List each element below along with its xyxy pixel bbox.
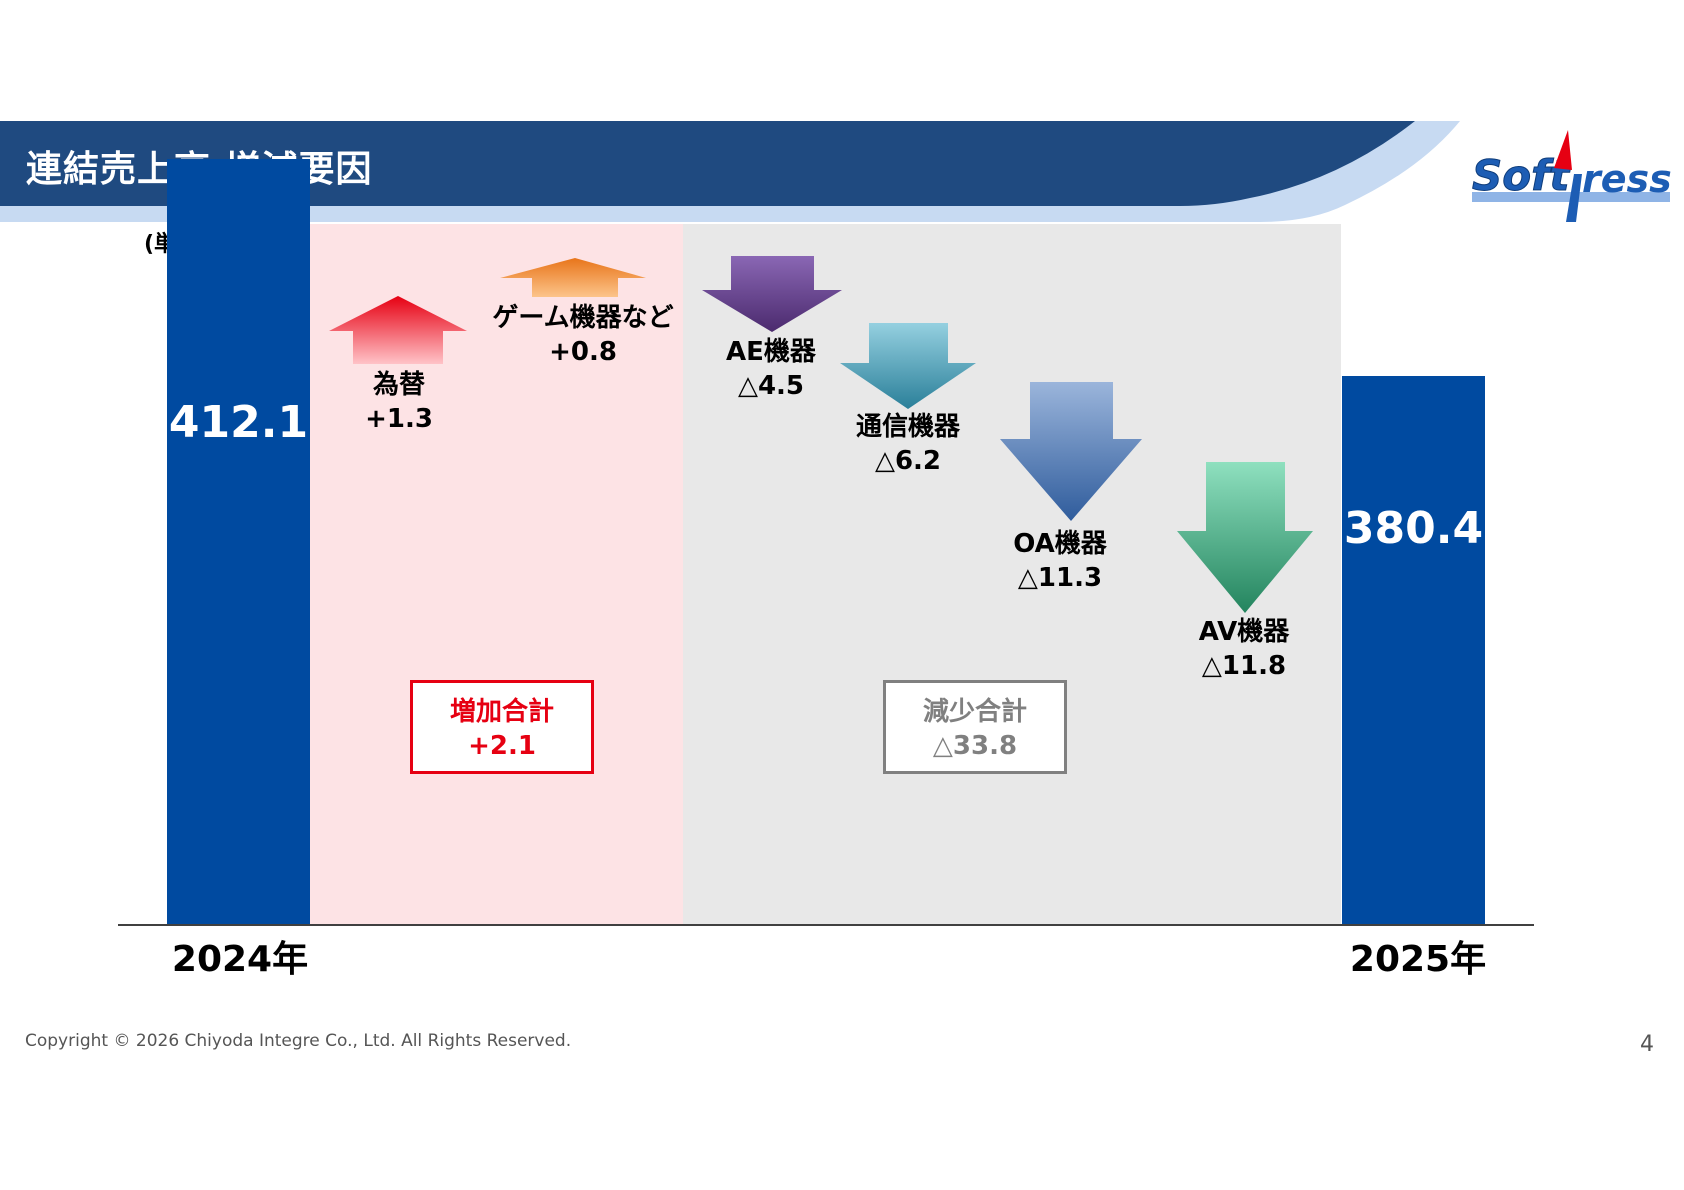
- increase-total-box: 増加合計 +2.1: [410, 680, 594, 774]
- softpress-logo: Soft ress: [1472, 130, 1672, 222]
- bar-2024: [167, 158, 310, 924]
- arrow-down-tsushin: [840, 323, 976, 409]
- factor-label-tsushin: 通信機器 △6.2: [855, 412, 960, 476]
- arrow-down-av: [1177, 462, 1313, 613]
- factor-label-oa: OA機器 △11.3: [1013, 529, 1107, 593]
- page-number: 4: [1640, 1032, 1654, 1057]
- svg-text:Soft: Soft: [1472, 151, 1571, 200]
- header-band: [0, 121, 1460, 222]
- arrow-up-game: [500, 258, 646, 297]
- x-label-2024: 2024年: [171, 939, 309, 980]
- svg-text:ress: ress: [1582, 157, 1672, 201]
- factor-label-game: ゲーム機器など +0.8: [492, 303, 674, 367]
- arrow-down-ae: [702, 256, 842, 332]
- arrow-up-kawase: [329, 296, 467, 364]
- bar-2024-value: 412.1: [168, 396, 309, 448]
- bar-2025-value: 380.4: [1343, 503, 1484, 555]
- factor-label-ae: AE機器 △4.5: [726, 337, 816, 401]
- bar-2025: [1342, 376, 1485, 924]
- decrease-total-box: 減少合計 △33.8: [883, 680, 1067, 774]
- copyright-text: Copyright © 2026 Chiyoda Integre Co., Lt…: [25, 1031, 572, 1051]
- arrow-down-oa: [1000, 382, 1142, 521]
- x-axis-baseline: [118, 924, 1534, 926]
- factor-label-av: AV機器 △11.8: [1198, 617, 1290, 681]
- x-label-2025: 2025年: [1349, 939, 1487, 980]
- factor-label-kawase: 為替 +1.3: [365, 370, 433, 434]
